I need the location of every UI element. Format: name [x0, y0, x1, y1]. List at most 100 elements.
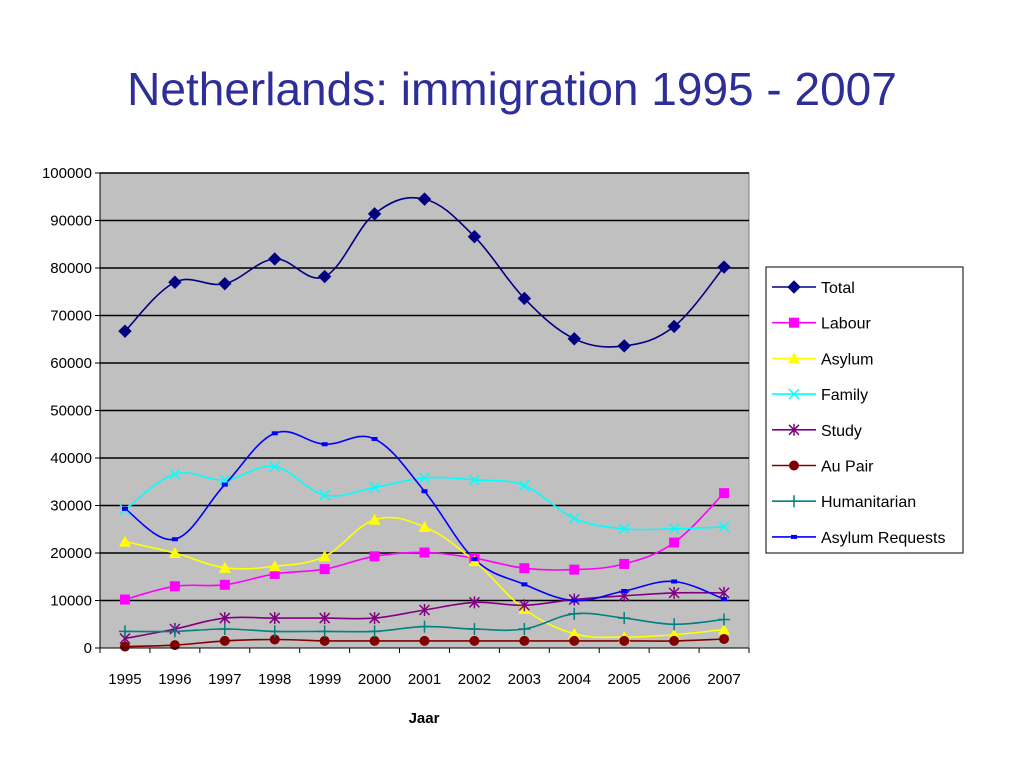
point-study-2007 [718, 586, 730, 599]
legend-item-asylum-requests: Asylum Requests [772, 530, 946, 547]
point-total-1996 [168, 275, 182, 289]
x-tick-label: 2000 [358, 671, 391, 688]
x-axis-title: Jaar [409, 710, 440, 727]
point-asylum-1997 [218, 561, 231, 573]
point-study-1998 [269, 612, 281, 625]
x-tick-label: 2004 [558, 671, 591, 688]
x-tick-label: 1999 [308, 671, 341, 688]
point-total-2006 [667, 319, 681, 334]
point-family-1996 [169, 468, 181, 480]
y-tick-label: 70000 [50, 308, 92, 325]
legend-marker-study [788, 423, 800, 436]
point-total-2003 [517, 291, 532, 306]
point-total-2005 [617, 339, 631, 353]
y-tick-label: 10000 [50, 593, 92, 610]
point-asylum-requests-2002 [471, 557, 478, 562]
point-asylum-2001 [418, 520, 431, 532]
point-labour-2001 [419, 547, 430, 558]
legend-marker-total [787, 280, 801, 294]
legend-label-total: Total [821, 280, 855, 297]
point-asylum-requests-1998 [271, 431, 278, 436]
point-humanitarian-2004 [568, 607, 581, 620]
series-markers-total [118, 192, 731, 353]
point-study-1997 [219, 612, 231, 625]
x-tick-label: 2003 [508, 671, 541, 688]
slide-title: Netherlands: immigration 1995 - 2007 [127, 63, 897, 115]
point-study-2001 [418, 604, 431, 616]
point-family-1997 [219, 474, 231, 486]
point-study-2006 [668, 586, 680, 599]
point-asylum-2004 [568, 627, 581, 639]
point-asylum-requests-2004 [571, 598, 578, 603]
point-asylum-requests-1999 [321, 442, 328, 447]
y-tick-label: 60000 [50, 355, 92, 372]
point-family-1999 [319, 489, 331, 501]
point-au-pair-2005 [619, 635, 630, 646]
series-markers-humanitarian [118, 607, 731, 638]
y-tick-label: 20000 [50, 545, 92, 562]
y-tick-label: 50000 [50, 403, 92, 420]
y-tick-label: 100000 [42, 165, 92, 182]
legend-label-asylum: Asylum [821, 351, 873, 368]
legend-item-study: Study [772, 423, 862, 440]
point-au-pair-1997 [219, 635, 230, 646]
x-tick-label: 2006 [657, 671, 690, 688]
legend-marker-labour [789, 317, 799, 328]
point-humanitarian-2003 [518, 623, 531, 635]
point-humanitarian-2007 [718, 613, 731, 626]
point-asylum-1998 [268, 560, 281, 572]
point-total-1998 [268, 252, 282, 266]
legend-box [765, 266, 964, 554]
series-markers-study [119, 586, 730, 645]
point-asylum-requests-1995 [121, 506, 128, 511]
point-family-2000 [369, 481, 381, 493]
point-humanitarian-2005 [618, 612, 631, 625]
point-total-2002 [467, 229, 482, 244]
point-study-1999 [319, 612, 331, 625]
x-tick-label: 2005 [608, 671, 641, 688]
point-asylum-2000 [368, 513, 381, 525]
point-labour-2007 [719, 488, 730, 499]
point-total-2004 [567, 332, 581, 346]
point-labour-2000 [369, 551, 380, 562]
point-au-pair-2003 [519, 635, 530, 646]
point-humanitarian-1996 [168, 625, 181, 638]
point-au-pair-2004 [569, 635, 580, 646]
point-labour-2004 [569, 564, 580, 575]
x-tick-label: 1997 [208, 671, 241, 688]
point-labour-1999 [319, 564, 330, 575]
legend-marker-asylum [788, 352, 800, 364]
x-tick-label: 2007 [707, 671, 740, 688]
legend-item-humanitarian: Humanitarian [772, 494, 916, 511]
point-total-1999 [317, 269, 332, 284]
y-tick-label: 80000 [50, 260, 92, 277]
point-family-2006 [668, 523, 680, 535]
point-humanitarian-1995 [118, 625, 131, 638]
point-humanitarian-1997 [218, 623, 231, 635]
point-au-pair-2000 [369, 635, 380, 646]
point-asylum-requests-1997 [221, 482, 228, 487]
legend-item-au-pair: Au Pair [772, 459, 874, 476]
point-labour-1997 [219, 579, 230, 590]
legend-marker-humanitarian [788, 495, 800, 508]
point-family-2004 [568, 512, 580, 524]
point-humanitarian-2000 [368, 625, 381, 638]
point-asylum-1995 [118, 535, 131, 547]
point-humanitarian-2001 [418, 620, 431, 633]
x-tick-label: 1998 [258, 671, 291, 688]
y-tick-label: 30000 [50, 498, 92, 515]
legend-label-study: Study [821, 423, 862, 440]
point-asylum-requests-2006 [671, 579, 678, 584]
point-au-pair-1999 [319, 635, 330, 646]
point-total-2000 [367, 207, 382, 221]
point-asylum-1999 [318, 550, 331, 562]
legend-marker-asylum-requests [791, 534, 797, 539]
legend-item-labour: Labour [772, 316, 871, 333]
legend-item-asylum: Asylum [772, 351, 873, 368]
point-family-2002 [468, 474, 480, 486]
legend-marker-au-pair [789, 460, 799, 471]
point-family-1998 [269, 461, 281, 473]
point-labour-1995 [119, 594, 130, 605]
legend-item-total: Total [772, 280, 855, 297]
